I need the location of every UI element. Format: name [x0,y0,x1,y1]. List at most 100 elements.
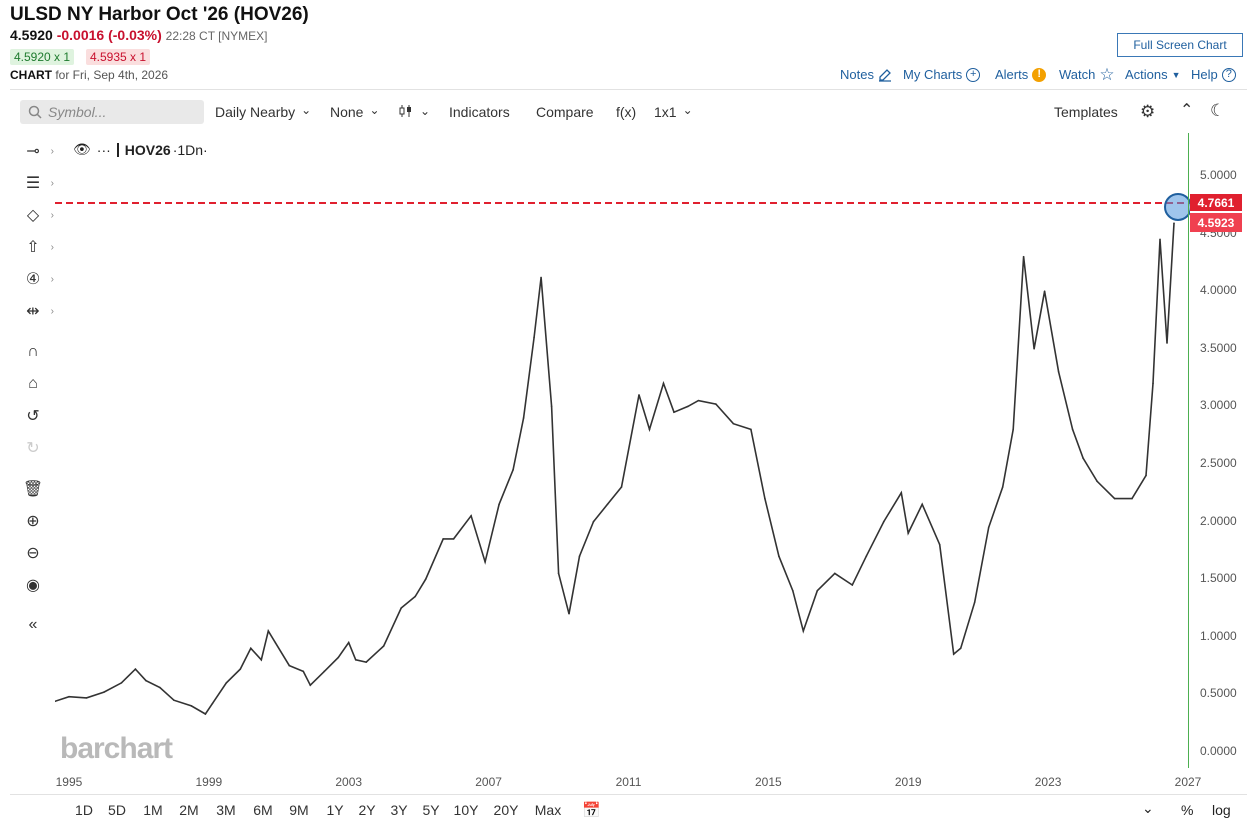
chart-type-dropdown[interactable] [398,104,430,121]
range-button-5d[interactable]: 5D [108,802,126,818]
fib-tool-icon[interactable]: ☰ › [25,175,54,192]
quote-time: 22:28 CT [NYMEX] [165,29,268,43]
my-charts-link[interactable]: My Charts + [903,67,981,82]
price-point [498,503,500,506]
undo-icon[interactable]: ↺ [26,408,40,425]
eye-icon[interactable]: ◉ [26,577,40,594]
price-point [792,589,794,592]
price-point [557,572,560,575]
last-price-label: 4.5923 [1190,213,1242,232]
range-button-1y[interactable]: 1Y [326,802,344,818]
indicators-button[interactable]: Indicators [449,104,510,120]
price-point [354,659,357,661]
function-button[interactable]: f(x) [616,104,637,120]
full-screen-chart-button[interactable]: Full Screen Chart [1117,33,1243,57]
range-button-6m[interactable]: 6M [253,802,273,818]
actions-label: Actions [1125,67,1168,82]
collapse-left-icon[interactable]: « [28,616,38,633]
chart-for-date: for Fri, Sep 4th, 2026 [55,68,169,82]
caret-down-icon: ▼ [1171,69,1181,80]
x-tick-label: 2027 [1174,775,1202,789]
x-tick-label: 2011 [615,775,642,789]
log-toggle[interactable]: log [1212,802,1231,818]
line-tool-icon[interactable]: ⊸ › [26,143,54,160]
divider [10,89,1247,90]
range-button-9m[interactable]: 9M [289,802,309,818]
watch-link[interactable]: Watch ☆ [1059,66,1115,83]
percent-toggle[interactable]: % [1181,802,1194,818]
highlight-marker[interactable] [1164,192,1190,221]
exclamation-icon: ! [1032,67,1047,82]
gear-icon[interactable]: ⚙ [1140,102,1156,121]
price-point [85,697,88,699]
alerts-link[interactable]: Alerts ! [995,67,1047,82]
price-point [250,647,252,650]
price-point [260,659,263,661]
price-point [512,468,514,471]
price-chart[interactable] [55,133,1190,768]
range-button-2m[interactable]: 2M [179,802,199,818]
range-button-1m[interactable]: 1M [143,802,163,818]
arrow-tool-icon[interactable]: ⇧ › [26,239,54,256]
barchart-logo: barchart [60,732,173,765]
quote-line: 4.5920 -0.0016 (-0.03%) 22:28 CT [NYMEX] [10,27,268,43]
overlay-dropdown[interactable]: None [330,104,380,120]
shape-tool-icon[interactable]: ◇ › [26,207,54,224]
period-dropdown[interactable]: Daily Nearby [215,104,311,120]
price-point [959,647,962,650]
layout-dropdown[interactable]: 1x1 [654,104,693,120]
y-tick-label: 2.5000 [1200,456,1237,470]
price-series-line [55,223,1175,716]
price-point [211,702,214,705]
price-point [606,503,609,506]
range-button-10y[interactable]: 10Y [453,802,479,818]
zoom-out-icon[interactable]: ⊖ [26,545,40,562]
price-point [578,555,581,557]
magnet-icon[interactable]: ∩ [27,343,39,360]
chart-canvas[interactable] [55,133,1190,768]
range-button-max[interactable]: Max [534,802,562,818]
more-icon[interactable]: ··· [96,141,111,158]
actions-menu[interactable]: Actions ▼ [1125,67,1181,82]
help-link[interactable]: Help ? [1191,67,1236,82]
notes-link[interactable]: Notes [840,67,892,82]
price-point [400,607,402,609]
range-button-20y[interactable]: 20Y [493,802,519,818]
price-change: -0.0016 (-0.03%) [56,27,162,43]
compare-button[interactable]: Compare [536,104,594,120]
templates-button[interactable]: Templates [1054,104,1118,120]
price-point [225,682,228,684]
price-point [484,561,486,563]
price-point [865,555,868,557]
price-point [973,601,976,604]
range-button-1d[interactable]: 1D [75,802,93,818]
range-button-5y[interactable]: 5Y [422,802,440,818]
measure-tool-icon[interactable]: ⇹ › [26,303,54,320]
symbol-search-input[interactable]: Symbol... [20,100,204,124]
y-tick-label: 5.0000 [1200,168,1237,182]
unlock-icon[interactable]: ⌂ [28,375,38,392]
range-button-3y[interactable]: 3Y [390,802,408,818]
collapse-up-icon[interactable]: ⌃ [1180,102,1194,119]
range-button-3m[interactable]: 3M [216,802,236,818]
eye-icon[interactable]: 👁 [73,141,91,157]
calendar-icon[interactable]: 📅 [582,802,601,819]
chart-label: CHART [10,68,52,82]
symbol-placeholder: Symbol... [48,104,107,120]
dark-mode-moon-icon[interactable]: ☾ [1210,101,1226,120]
price-point [55,700,56,703]
double-chevron-down-icon[interactable]: ⌄ [1142,800,1154,816]
price-point [1096,480,1098,483]
x-tick-label: 2003 [335,775,363,789]
count-tool-icon[interactable]: ④ › [25,271,54,288]
y-tick-label: 3.5000 [1200,340,1237,355]
price-point [907,532,910,534]
price-point [302,670,305,673]
range-button-2y[interactable]: 2Y [358,802,376,818]
price-point [414,595,416,598]
divider [10,794,1247,795]
trash-icon[interactable]: 🗑 [22,481,44,498]
zoom-in-icon[interactable]: ⊕ [26,513,40,530]
price-point [900,492,903,494]
redo-icon[interactable]: ↻ [26,440,40,457]
